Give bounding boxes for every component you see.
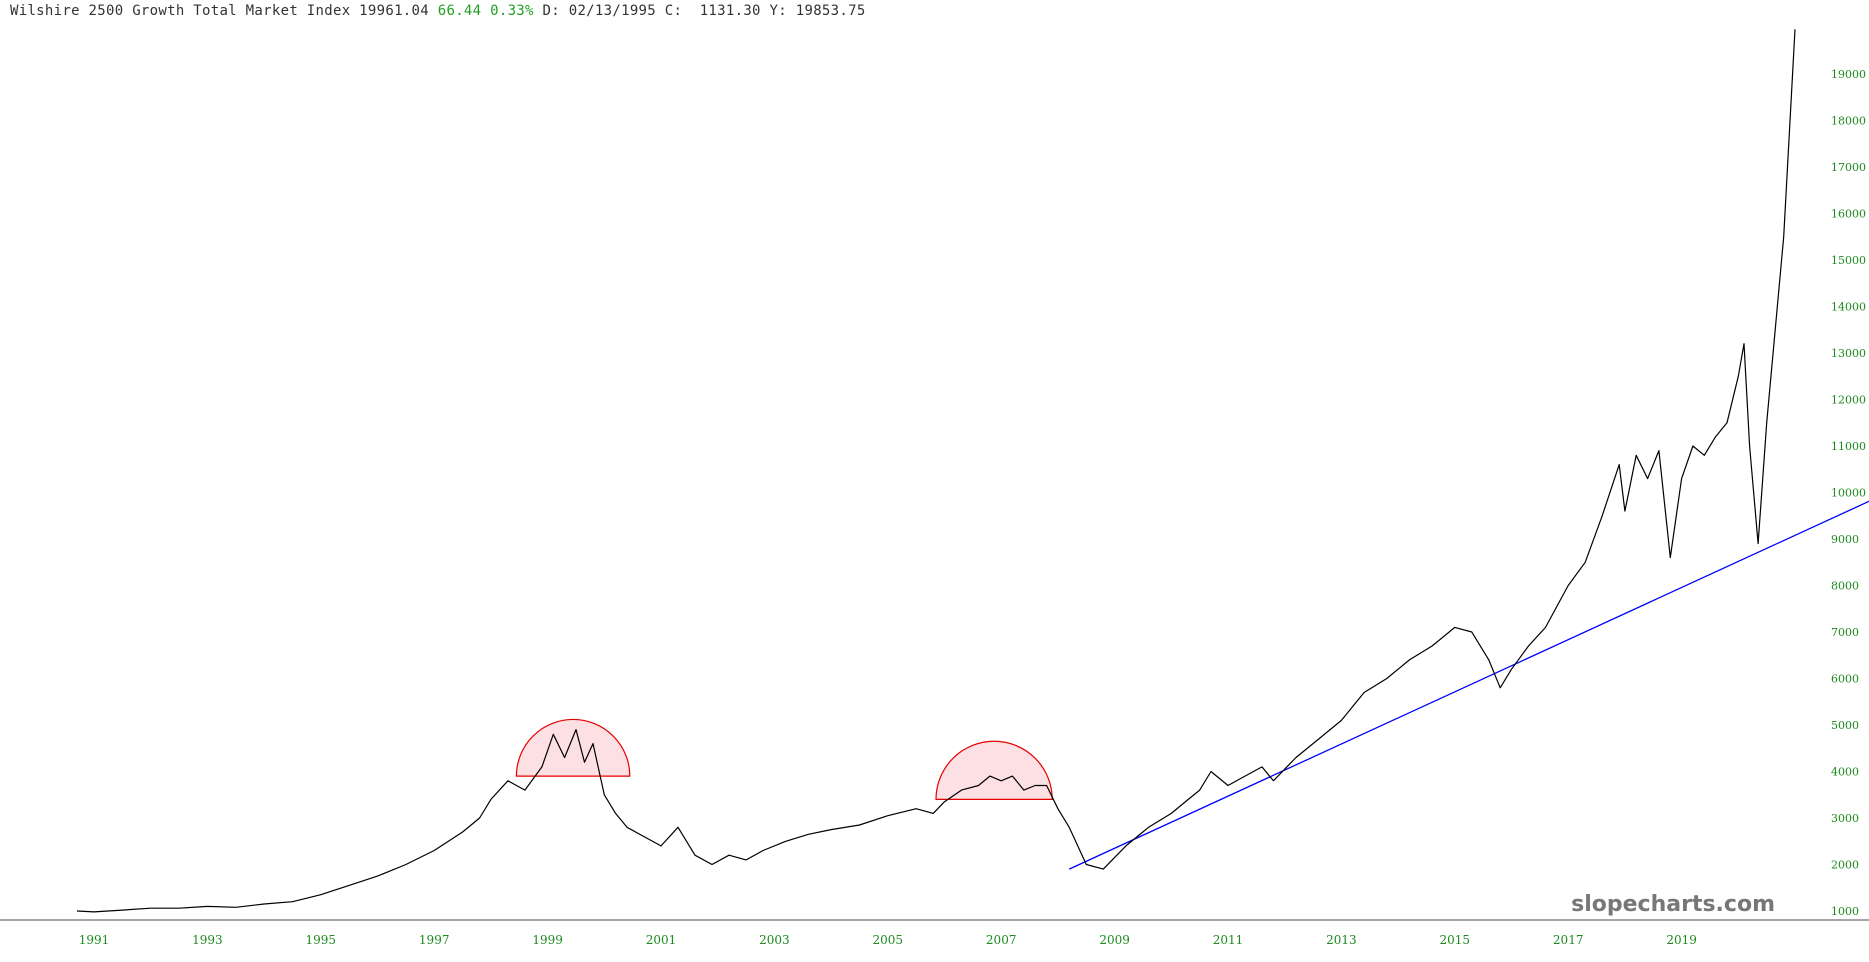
y-tick-label: 6000 [1831,673,1859,686]
change-value: 66.44 [437,3,482,19]
cursor-close: 1131.30 [699,3,761,19]
last-price: 19961.04 [359,3,429,19]
x-tick-label: 1993 [192,933,223,947]
x-tick-label: 2007 [986,933,1017,947]
x-tick-label: 1995 [306,933,337,947]
x-tick-label: 2019 [1666,933,1697,947]
watermark: slopecharts.com [1571,892,1775,917]
y-label: Y: [769,3,787,19]
cursor-y: 19853.75 [795,3,866,19]
y-tick-label: 4000 [1831,766,1859,779]
y-tick-label: 18000 [1831,115,1866,128]
x-tick-label: 1991 [79,933,110,947]
y-axis: 1000 2000 3000 4000 5000 6000 7000 8000 9000 1000… [1831,68,1866,918]
y-tick-label: 12000 [1831,394,1866,407]
index-name: Wilshire 2500 Growth Total Market Index [10,3,351,19]
y-tick-label: 11000 [1831,440,1866,453]
rounded-top-annotation-2 [935,740,1053,800]
y-tick-label: 1000 [1831,905,1859,918]
support-trendline [1068,500,1869,870]
x-tick-label: 2005 [873,933,904,947]
y-tick-label: 7000 [1831,626,1859,639]
y-tick-label: 13000 [1831,347,1866,360]
x-tick-label: 1999 [532,933,563,947]
change-percent: 0.33% [490,3,534,19]
y-tick-label: 3000 [1831,812,1859,825]
c-label: C: [664,3,683,19]
y-tick-label: 15000 [1831,254,1866,267]
x-tick-label: 1997 [419,933,450,947]
x-tick-label: 2015 [1440,933,1471,947]
y-tick-label: 10000 [1831,487,1866,500]
y-tick-label: 19000 [1831,68,1866,81]
y-tick-label: 17000 [1831,161,1866,174]
y-tick-label: 16000 [1831,208,1866,221]
x-tick-label: 2003 [759,933,790,947]
x-tick-label: 2001 [646,933,677,947]
x-tick-label: 2017 [1553,933,1584,947]
y-tick-label: 8000 [1831,580,1859,593]
x-axis: 1991 1993 1995 1997 1999 2001 2003 2005 2007 2009… [79,933,1697,947]
x-tick-label: 2013 [1326,933,1357,947]
x-tick-label: 2011 [1213,933,1244,947]
price-line [76,29,1796,913]
rounded-top-annotation-1 [515,718,631,777]
y-tick-label: 5000 [1831,719,1859,732]
y-tick-label: 9000 [1831,533,1859,546]
annotation-layer [515,500,1869,870]
x-tick-label: 2009 [1099,933,1130,947]
cursor-date: 02/13/1995 [568,3,657,19]
date-label: D: [542,3,560,19]
y-tick-label: 14000 [1831,301,1866,314]
chart-header: Wilshire 2500 Growth Total Market Index … [10,3,866,19]
y-tick-label: 2000 [1831,859,1859,872]
